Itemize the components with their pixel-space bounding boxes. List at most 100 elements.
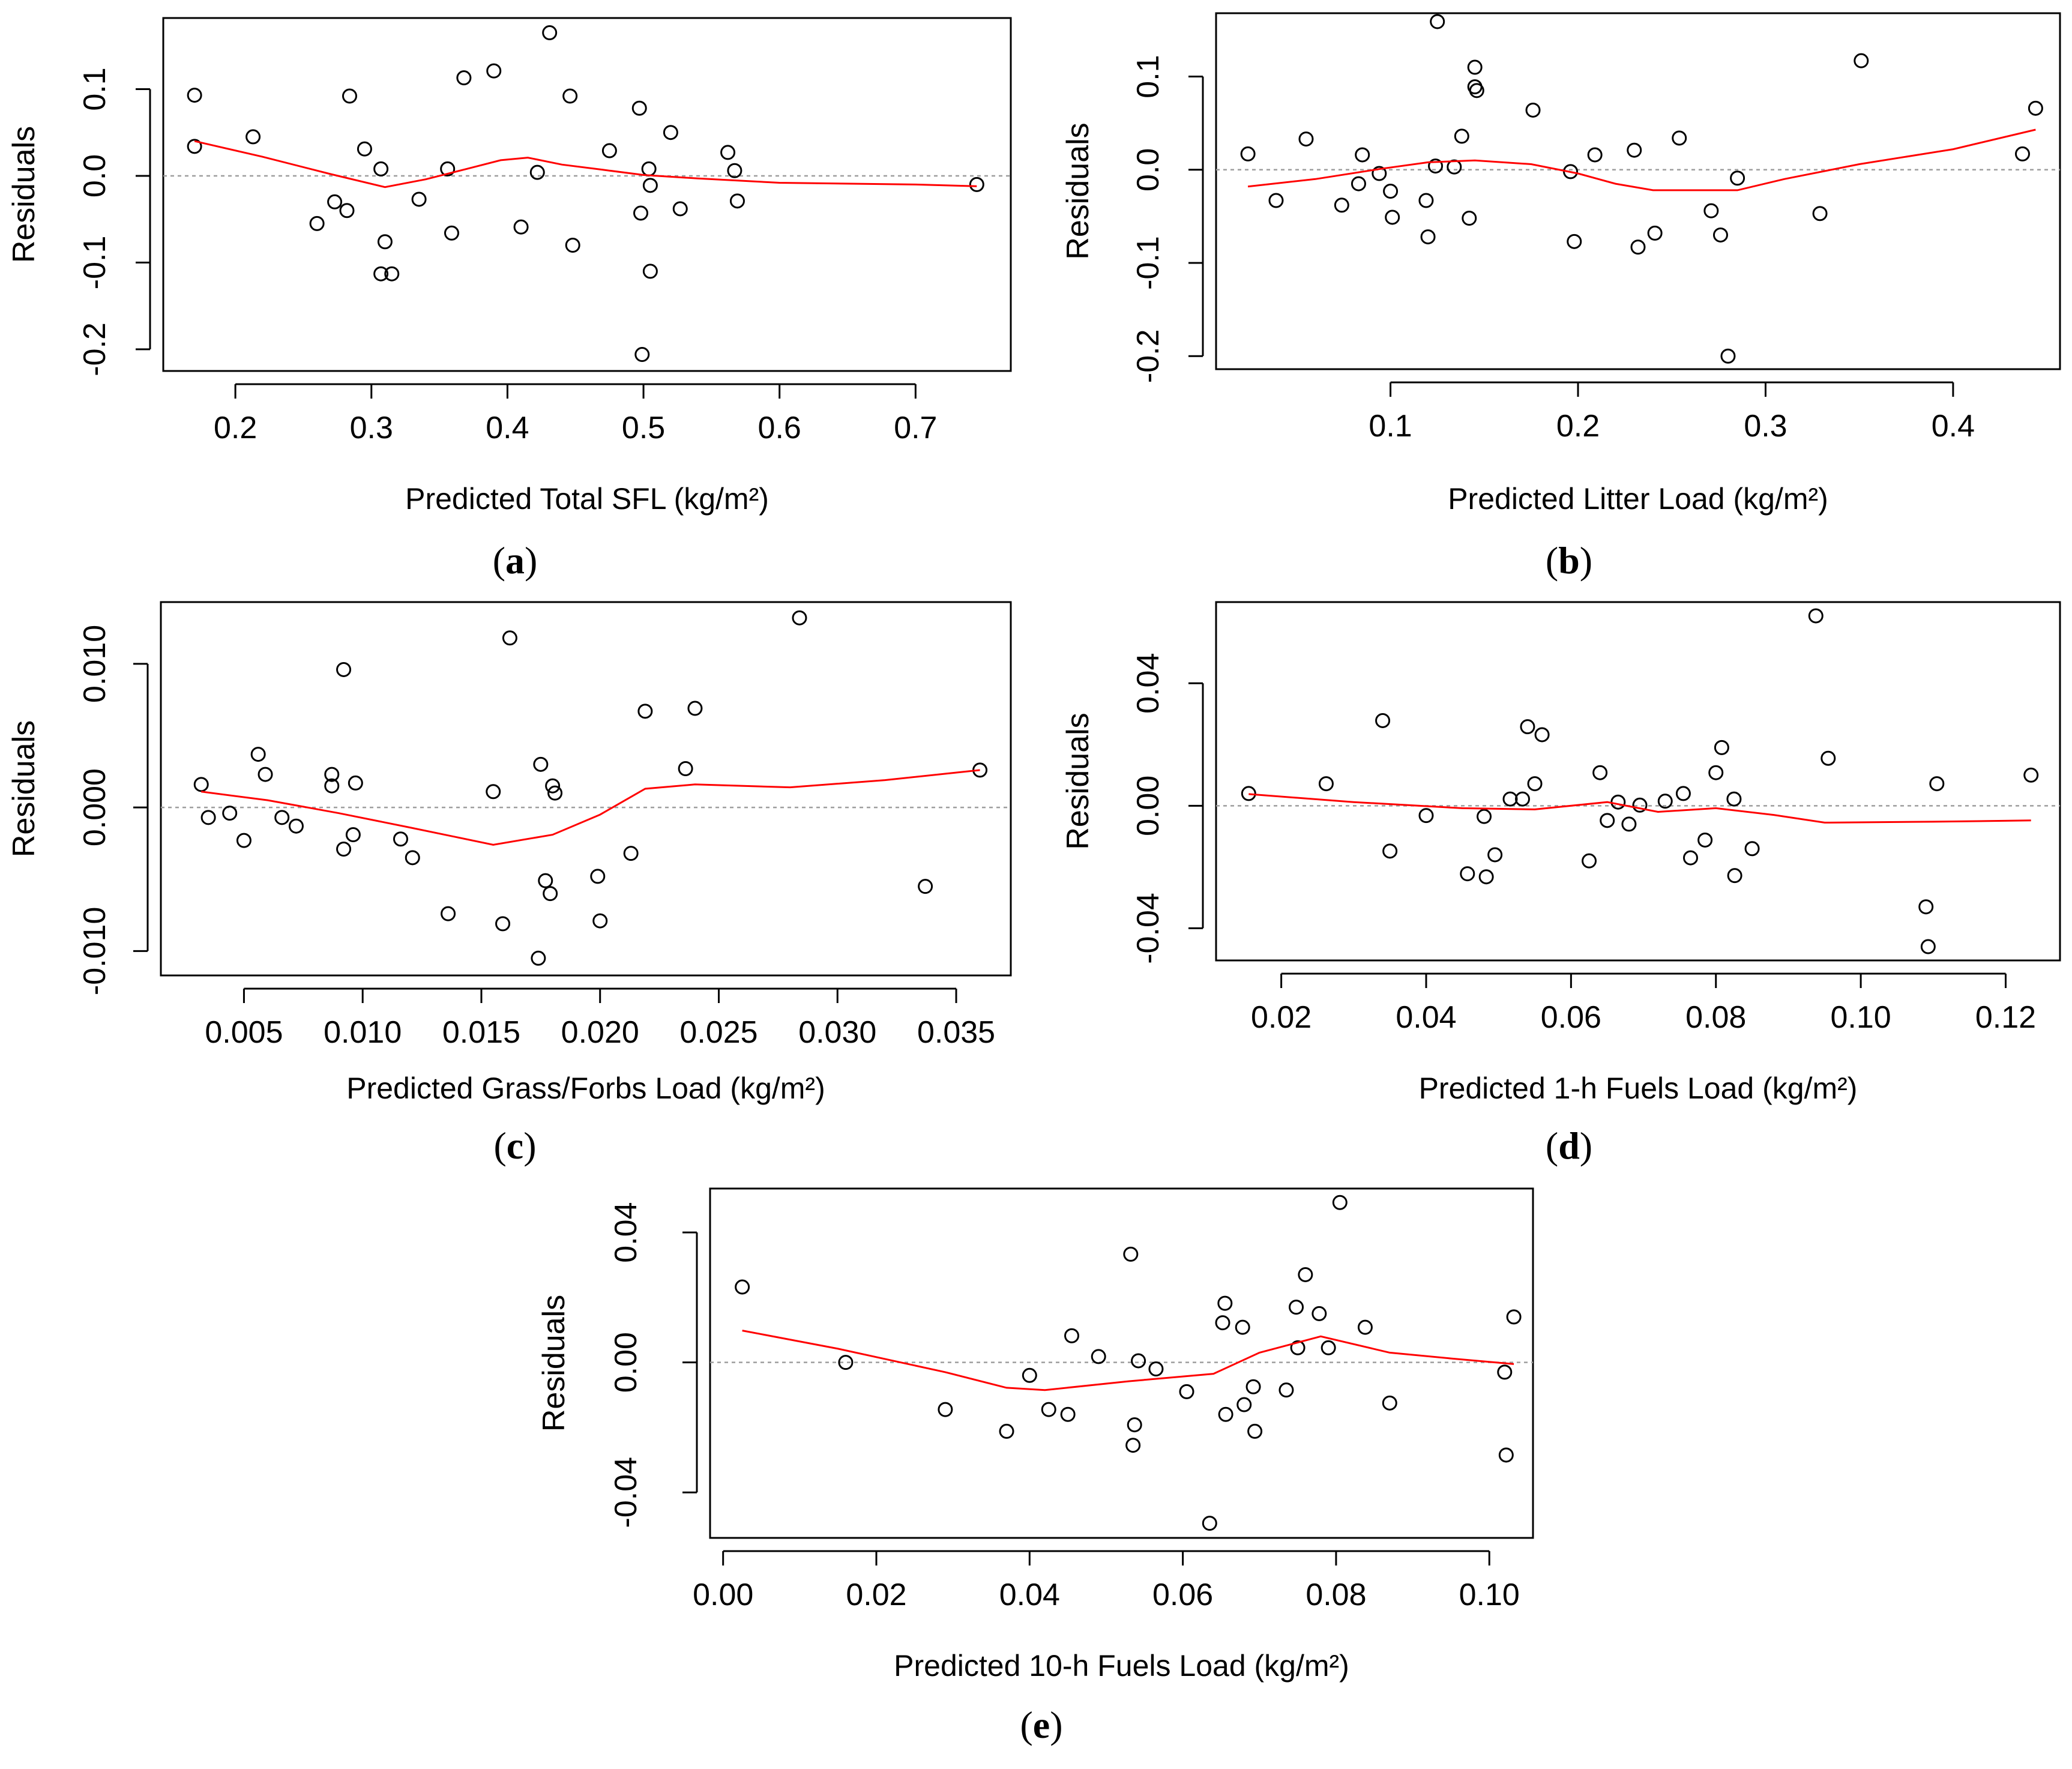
x-tick-label: 0.06 (1152, 1578, 1213, 1612)
residual-point (373, 161, 389, 176)
residual-point (1812, 206, 1828, 222)
residual-point (1675, 786, 1691, 801)
residual-point (1920, 939, 1936, 954)
x-tick-label: 0.3 (350, 411, 393, 445)
residual-point (1022, 1367, 1037, 1383)
residual-point (1854, 53, 1869, 68)
residual-point (384, 266, 400, 282)
y-tick-label: -0.2 (1131, 329, 1166, 383)
residual-point (1235, 1319, 1250, 1335)
residual-point (1682, 850, 1698, 866)
residual-point (1497, 1364, 1513, 1380)
plot-frame (1215, 12, 2061, 370)
residual-point (1289, 1300, 1304, 1315)
residual-point (187, 88, 202, 103)
panel-b: 0.1 0.2 0.3 0.4 -0.2 -0.1 0.0 0.1 Predicted Litt… (1061, 12, 2061, 582)
residual-point (1217, 1295, 1233, 1311)
residual-point (486, 63, 502, 79)
residual-point (309, 215, 325, 231)
residual-point (440, 161, 456, 176)
residual-point (324, 767, 340, 782)
residual-point (1506, 1309, 1522, 1325)
residual-point (1334, 197, 1349, 213)
residual-point (342, 88, 358, 104)
residual-point (590, 869, 606, 884)
residual-point (2015, 146, 2031, 161)
residual-point (336, 841, 352, 857)
residual-point (642, 264, 658, 279)
residual-point (486, 784, 501, 800)
y-axis-title: Residuals (1061, 122, 1095, 259)
x-tick-label: 0.6 (758, 411, 801, 445)
x-tick-label: 0.08 (1306, 1578, 1366, 1612)
residual-point (1460, 866, 1475, 882)
residual-point (336, 661, 352, 677)
y-tick-label: 0.04 (609, 1202, 643, 1262)
residual-point (1487, 847, 1503, 863)
residual-point (1418, 808, 1434, 824)
residual-point (513, 219, 529, 235)
residual-point (1236, 1397, 1252, 1412)
residual-point (1478, 869, 1494, 885)
residual-point (1632, 797, 1648, 813)
residual-point (565, 238, 580, 253)
residual-point (1600, 813, 1615, 828)
x-tick-label: 0.08 (1685, 1000, 1746, 1035)
residual-point (1744, 841, 1760, 857)
residual-point (288, 818, 304, 834)
plot-frame (160, 601, 1012, 977)
residual-point (1703, 203, 1719, 218)
residual-point (838, 1355, 854, 1370)
residual-point (531, 950, 546, 966)
residual-point (637, 704, 653, 719)
residual-point (687, 701, 703, 716)
residual-point (542, 25, 558, 41)
residual-point (1462, 211, 1477, 226)
x-tick-label: 0.030 (798, 1015, 876, 1050)
residual-point (1218, 1406, 1233, 1422)
x-tick-label: 0.025 (679, 1015, 757, 1050)
y-tick-label: 0.0 (1131, 148, 1166, 191)
residual-point (1420, 229, 1436, 245)
y-tick-label: -0.1 (1131, 236, 1166, 290)
y-axis-title: Residuals (537, 1295, 571, 1432)
residual-point (1241, 786, 1256, 801)
residual-point (1515, 791, 1531, 807)
panel-label: (c) (493, 1124, 536, 1167)
residual-point (1592, 765, 1608, 780)
residual-point (1582, 853, 1597, 869)
y-tick-label: 0.00 (1131, 776, 1166, 836)
residual-point (1240, 146, 1256, 161)
x-tick-label: 0.5 (622, 411, 665, 445)
residual-point (1215, 1315, 1230, 1331)
y-tick-label: 0.1 (1131, 55, 1166, 98)
residual-point (502, 630, 517, 646)
residual-point (538, 873, 553, 888)
residual-point (1730, 170, 1745, 186)
x-tick-label: 0.1 (1369, 409, 1412, 444)
residual-point (1534, 727, 1550, 743)
y-tick-label: 0.0 (77, 154, 112, 197)
residual-point (236, 833, 251, 848)
x-tick-label: 0.035 (917, 1015, 995, 1050)
residual-point (1447, 159, 1462, 175)
x-tick-label: 0.04 (999, 1578, 1060, 1612)
panel-a: 0.2 0.3 0.4 0.5 0.6 0.7 -0.2 -0.1 0.0 0.1 Predicte… (7, 17, 1012, 582)
smooth-trend-line (201, 769, 980, 846)
residual-point (1714, 740, 1729, 755)
residual-point (592, 913, 608, 929)
residual-point (1502, 791, 1518, 807)
x-tick-label: 0.2 (1556, 409, 1600, 444)
residual-point (1697, 832, 1713, 848)
residual-point (444, 225, 459, 241)
y-tick-label: 0.04 (1131, 653, 1166, 714)
residual-point (1332, 1195, 1348, 1210)
x-tick-label: 0.10 (1831, 1000, 1891, 1035)
residual-point (1125, 1438, 1141, 1453)
residual-point (1372, 166, 1387, 181)
residual-point (324, 778, 340, 794)
residual-point (1727, 868, 1742, 884)
residual-point (1563, 164, 1579, 179)
residual-point (1567, 234, 1582, 249)
